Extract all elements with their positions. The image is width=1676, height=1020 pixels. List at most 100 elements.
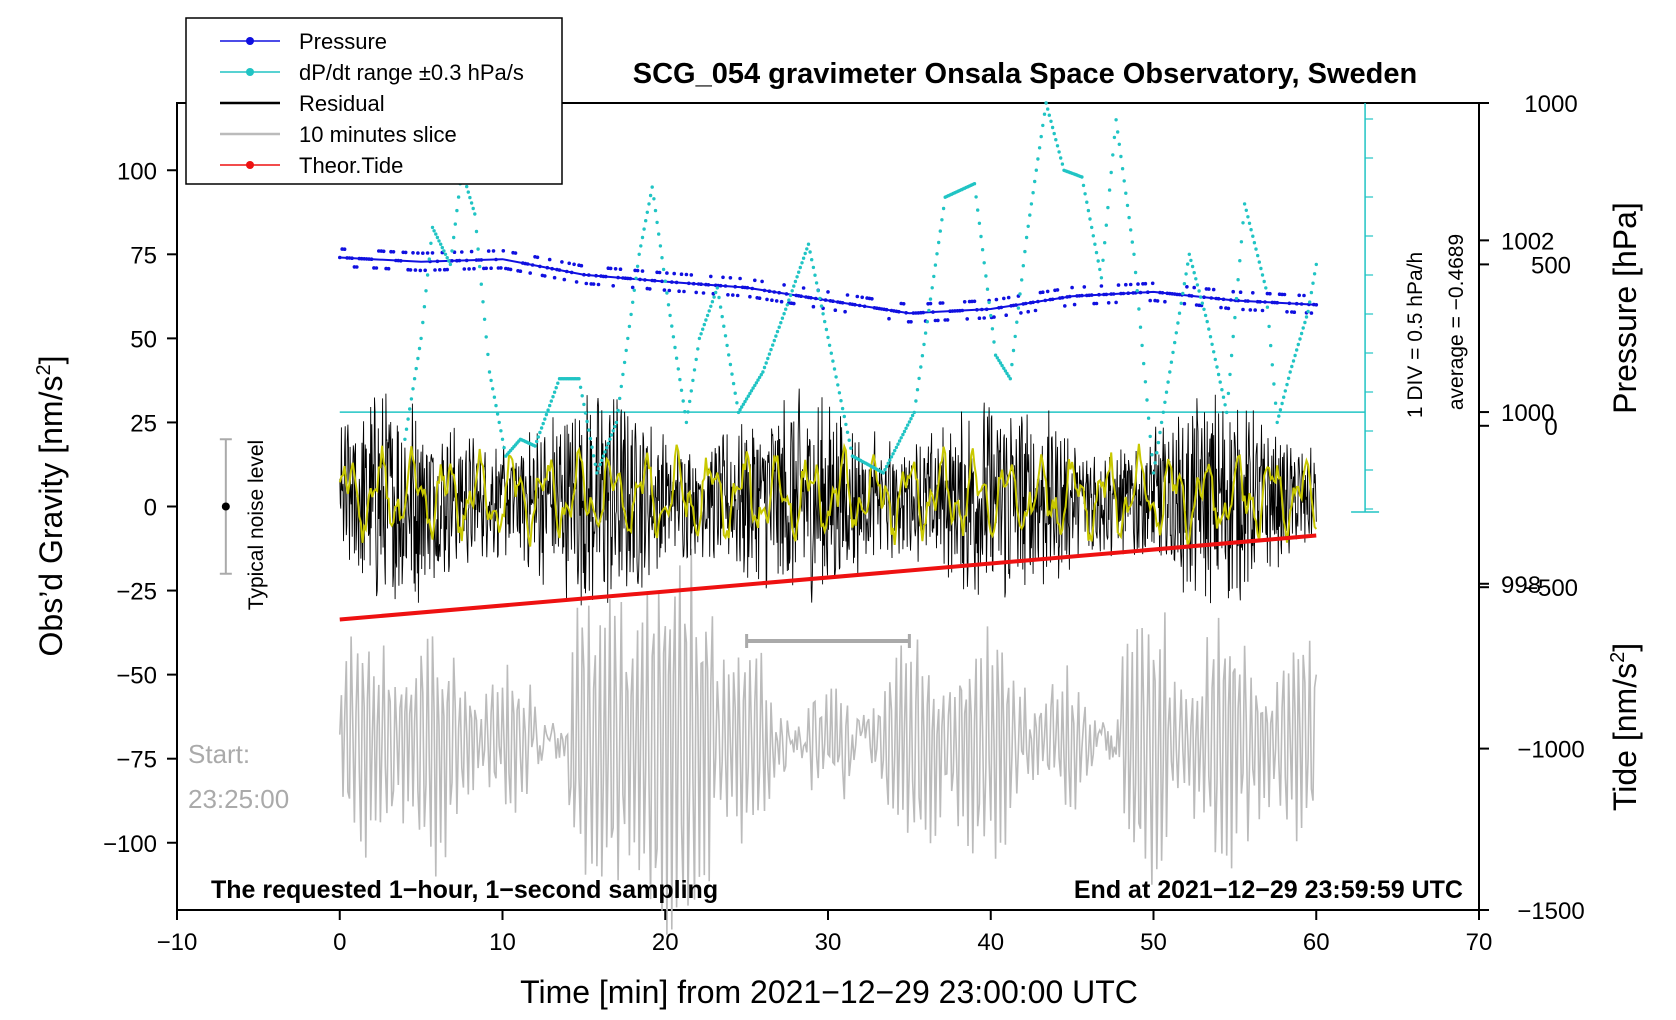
dpdt-point xyxy=(832,367,837,371)
legend: Pressure dP/dt range ±0.3 hPa/s Residual 10… xyxy=(185,17,563,185)
dpdt-point xyxy=(673,345,677,350)
dpdt-point xyxy=(1024,235,1029,240)
pressure-point xyxy=(574,280,579,284)
pressure-point xyxy=(608,266,613,271)
dpdt-point xyxy=(548,403,552,408)
dpdt-point xyxy=(842,414,846,419)
dpdt-point xyxy=(884,464,889,469)
dpdt-point xyxy=(1099,276,1104,280)
dpdt-point xyxy=(648,193,653,198)
dpdt-point xyxy=(1298,337,1302,341)
pressure-point xyxy=(735,293,740,298)
pressure-point xyxy=(738,276,742,281)
pressure-point xyxy=(1309,311,1314,315)
pressure-point xyxy=(467,267,471,271)
dpdt-point xyxy=(1226,391,1231,396)
dpdt-point xyxy=(1163,400,1167,404)
dpdt-point xyxy=(1218,380,1222,384)
dpdt-point xyxy=(1052,131,1056,136)
pressure-point xyxy=(972,299,977,304)
dpdt-point xyxy=(1150,453,1154,457)
dpdt-point xyxy=(499,429,503,433)
dpdt-point xyxy=(655,220,659,225)
dpdt-point xyxy=(1158,430,1162,435)
dpdt-point xyxy=(762,365,767,370)
dpdt-point xyxy=(419,336,423,341)
dpdt-point xyxy=(609,433,614,437)
dpdt-point xyxy=(728,362,733,367)
dpdt-point xyxy=(803,251,807,256)
dpdt-point xyxy=(595,471,599,475)
dpdt-point xyxy=(616,408,620,413)
dpdt-point xyxy=(912,410,916,415)
dpdt-point xyxy=(725,343,729,348)
dpdt-point xyxy=(1130,240,1135,244)
pressure-tick-label: 998 xyxy=(1501,572,1541,599)
dpdt-point xyxy=(993,353,998,357)
dpdt-point xyxy=(1146,416,1151,420)
dpdt-point xyxy=(1159,420,1164,425)
dpdt-point xyxy=(1125,203,1130,208)
dpdt-point xyxy=(678,377,682,382)
dpdt-point xyxy=(1312,272,1317,276)
dpdt-point xyxy=(403,437,407,441)
pressure-point xyxy=(726,293,730,297)
dpdt-point xyxy=(692,368,697,372)
tide-tick-label: 1000 xyxy=(1524,91,1577,118)
dpdt-point xyxy=(1254,247,1258,251)
pressure-point xyxy=(760,279,764,284)
dpdt-point xyxy=(1239,240,1244,244)
pressure-point xyxy=(679,272,684,277)
dpdt-point xyxy=(1270,363,1275,367)
scale-division-label: 1 DIV = 0.5 hPa/h xyxy=(1404,252,1427,418)
pressure-point xyxy=(901,302,906,306)
dpdt-point xyxy=(813,273,817,277)
dpdt-point xyxy=(411,387,415,391)
dpdt-point xyxy=(409,397,414,401)
dpdt-point xyxy=(582,402,586,407)
pressure-point xyxy=(1041,290,1045,295)
pressure-point xyxy=(374,266,379,270)
dpdt-point xyxy=(421,320,425,325)
dpdt-point xyxy=(1033,179,1037,184)
dpdt-point xyxy=(1207,327,1211,331)
dpdt-point xyxy=(658,244,663,248)
pressure-point xyxy=(472,266,476,271)
dpdt-point xyxy=(1013,334,1017,339)
dpdt-point xyxy=(935,252,939,256)
dpdt-point xyxy=(1169,360,1174,364)
dpdt-point xyxy=(448,262,453,267)
dpdt-point xyxy=(417,346,422,351)
dpdt-point xyxy=(494,403,498,408)
gravity-tick-label: 50 xyxy=(130,326,157,353)
dpdt-point xyxy=(834,375,838,379)
dpdt-point xyxy=(404,427,409,431)
dpdt-point xyxy=(1015,320,1019,324)
dpdt-point xyxy=(1088,217,1092,221)
dpdt-point xyxy=(746,394,750,398)
slice-range-bracket xyxy=(745,634,911,648)
dpdt-point xyxy=(800,261,804,265)
dpdt-point xyxy=(1081,183,1086,188)
pressure-point xyxy=(528,271,532,275)
dpdt-point xyxy=(443,252,448,256)
dpdt-point xyxy=(473,212,477,216)
pressure-point xyxy=(1019,311,1023,315)
pressure-point xyxy=(572,262,576,267)
dpdt-point xyxy=(767,352,772,356)
residual-series xyxy=(339,388,1317,606)
pressure-point xyxy=(421,251,425,255)
dpdt-point xyxy=(733,391,737,395)
dpdt-point xyxy=(425,273,430,277)
dpdt-point xyxy=(915,388,920,392)
dpdt-point xyxy=(1265,305,1270,309)
chart-title: SCG_054 gravimeter Onsala Space Observat… xyxy=(633,58,1417,90)
pressure-point xyxy=(486,249,491,253)
pressure-point xyxy=(355,265,359,269)
dpdt-point xyxy=(466,190,470,194)
dpdt-point xyxy=(1151,471,1156,475)
dpdt-point xyxy=(406,417,410,421)
dpdt-point xyxy=(1182,282,1187,286)
dpdt-point xyxy=(1216,372,1221,377)
dpdt-point xyxy=(1192,271,1196,275)
